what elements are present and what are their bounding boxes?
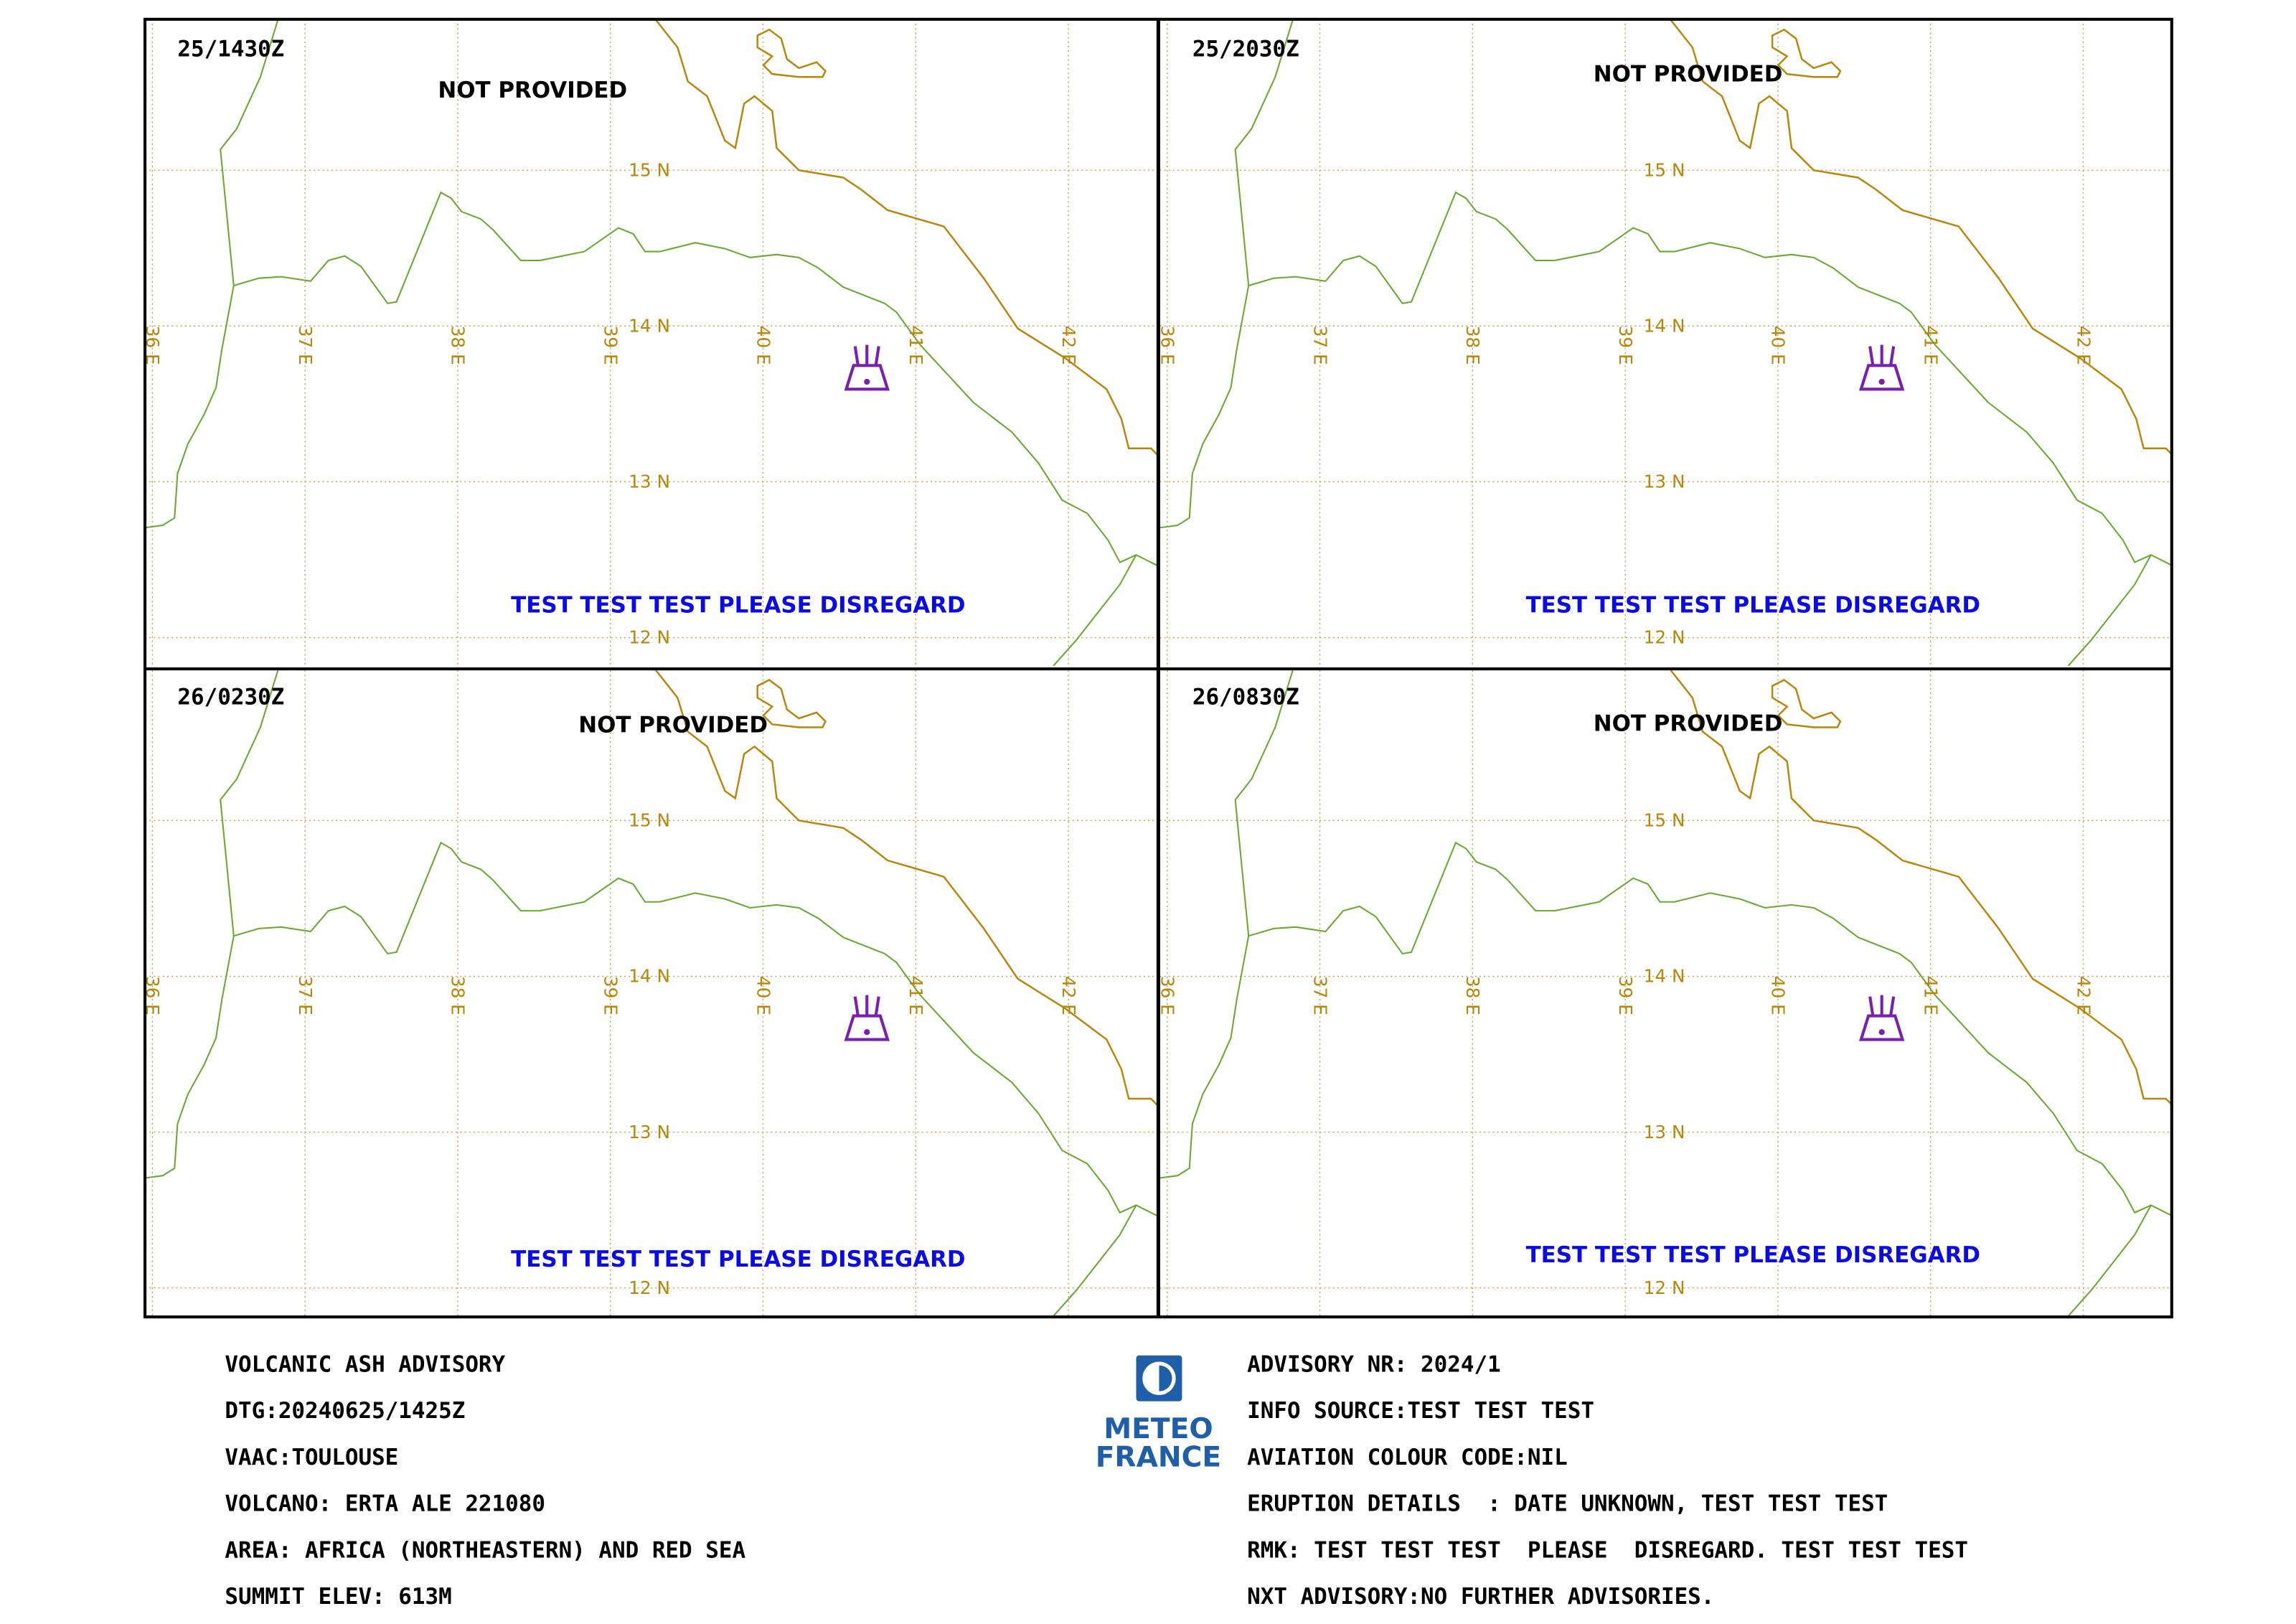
lat-label: 12 N [1644,627,1685,648]
logo-text: FRANCE [1096,1441,1221,1473]
lon-label: 41 E [905,976,926,1015]
lat-label: 12 N [1644,1277,1685,1298]
advisory-line: ERUPTION DETAILS : DATE UNKNOWN, TEST TE… [1247,1491,1888,1517]
lon-label: 38 E [1462,976,1483,1015]
lat-label: 15 N [1644,810,1685,831]
advisory-line: ADVISORY NR: 2024/1 [1247,1351,1501,1377]
advisory-line: AREA: AFRICA (NORTHEASTERN) AND RED SEA [225,1537,745,1563]
lat-label: 14 N [1644,316,1685,337]
lon-label: 42 E [2073,976,2094,1015]
lat-label: 13 N [1644,471,1685,492]
lat-label: 14 N [1644,966,1685,987]
lon-label: 39 E [600,976,621,1015]
panel-time: 25/1430Z [177,36,284,62]
lon-label: 37 E [295,976,316,1015]
lat-label: 14 N [629,316,670,337]
advisory-line: SUMMIT ELEV: 613M [225,1584,451,1610]
advisory-line: VOLCANO: ERTA ALE 221080 [225,1491,545,1517]
advisory-line: VAAC:TOULOUSE [225,1445,398,1470]
panel-status: NOT PROVIDED [1594,61,1783,87]
lon-label: 42 E [1058,976,1079,1015]
coastline [1155,19,2176,666]
advisory-line: AVIATION COLOUR CODE:NIL [1247,1445,1568,1470]
lon-label: 41 E [1920,326,1941,365]
coastline [1155,670,2176,1316]
lat-label: 13 N [1644,1122,1685,1142]
lon-label: 42 E [2073,326,2094,365]
lon-label: 41 E [1920,976,1941,1015]
lat-label: 13 N [629,471,670,492]
panel-time: 26/0830Z [1192,684,1299,710]
advisory-line: RMK: TEST TEST TEST PLEASE DISREGARD. TE… [1247,1537,1968,1563]
lon-label: 40 E [753,326,773,365]
advisory-line: DTG:20240625/1425Z [225,1398,465,1424]
lon-label: 36 E [1157,976,1178,1015]
advisory-line: INFO SOURCE:TEST TEST TEST [1247,1398,1594,1424]
lat-label: 15 N [1644,159,1685,180]
lon-label: 40 E [753,976,773,1015]
lat-label: 14 N [629,966,670,987]
lon-label: 42 E [1058,326,1079,365]
panel-status: NOT PROVIDED [578,713,768,738]
panel-remark: TEST TEST TEST PLEASE DISREGARD [1526,593,1980,619]
lon-label: 37 E [1309,326,1330,365]
lon-label: 38 E [448,326,469,365]
grid-layer [145,19,2172,1318]
lon-label: 39 E [1615,976,1636,1015]
panel-status: NOT PROVIDED [438,78,627,103]
lon-label: 36 E [1157,326,1178,365]
lon-label: 40 E [1768,326,1789,365]
lon-label: 39 E [600,326,621,365]
lat-label: 12 N [629,627,670,648]
panel-status: NOT PROVIDED [1594,711,1783,737]
advisory-line: VOLCANIC ASH ADVISORY [225,1351,505,1377]
panel-time: 25/2030Z [1192,36,1299,62]
lon-label: 38 E [448,976,469,1015]
logo: METEO FRANCE [1096,1355,1221,1473]
panel-remark: TEST TEST TEST PLEASE DISREGARD [511,1247,965,1272]
panel-time: 26/0230Z [177,684,284,710]
advisory-line: NXT ADVISORY:NO FURTHER ADVISORIES. [1247,1584,1714,1610]
coastline [141,19,1162,666]
lon-label: 37 E [1309,976,1330,1015]
panel-remark: TEST TEST TEST PLEASE DISREGARD [511,593,965,619]
lat-label: 12 N [629,1277,670,1298]
lat-label: 15 N [629,159,670,180]
coastline [141,670,1162,1316]
lon-label: 41 E [905,326,926,365]
lon-label: 39 E [1615,326,1636,365]
lat-label: 15 N [629,810,670,831]
logo-text: METEO [1104,1413,1213,1445]
lon-label: 40 E [1768,976,1789,1015]
panel-remark: TEST TEST TEST PLEASE DISREGARD [1526,1242,1980,1268]
lon-label: 38 E [1462,326,1483,365]
lon-label: 37 E [295,326,316,365]
lat-label: 13 N [629,1122,670,1142]
